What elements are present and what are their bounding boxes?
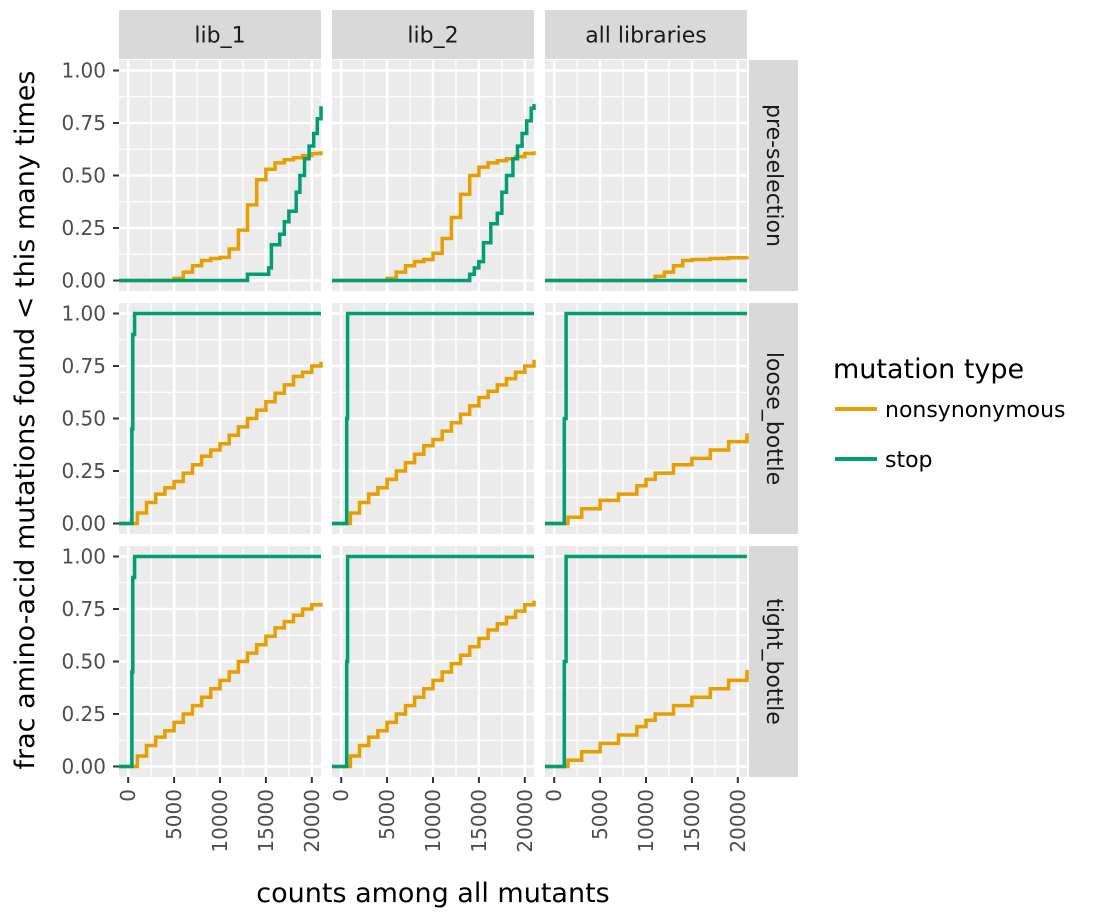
legend-label-nonsynonymous: nonsynonymous <box>885 398 1066 423</box>
y-tick-label: 0.75 <box>61 111 106 135</box>
y-tick-label: 0.00 <box>61 755 106 779</box>
x-tick-label: 15000 <box>467 789 491 853</box>
panel-loose-bottle-lib-1 <box>119 303 323 534</box>
y-tick-label: 0.25 <box>61 702 106 726</box>
x-tick-label: 0 <box>542 789 566 802</box>
panel-loose-bottle-all-libraries <box>545 303 749 534</box>
x-tick-label: 20000 <box>513 789 537 853</box>
strip-row-pre-selection <box>749 60 798 291</box>
series-stop <box>545 311 747 526</box>
y-tick-label: 0.00 <box>61 512 106 536</box>
series-nonsynonymous <box>545 433 749 526</box>
x-tick-label: 0 <box>116 789 140 802</box>
y-tick-label: 1.00 <box>61 302 106 326</box>
series-nonsynonymous <box>332 600 536 769</box>
x-tick-label: 10000 <box>421 789 445 853</box>
series-stop <box>119 311 321 526</box>
legend-title: mutation type <box>833 354 1024 385</box>
x-tick-label: 15000 <box>680 789 704 853</box>
panel-pre-selection-lib-1 <box>119 60 323 291</box>
y-axis-title: frac amino-acid mutations found < this m… <box>10 71 41 770</box>
y-tick-label: 0.50 <box>61 407 106 431</box>
strip-col-lib-2 <box>332 10 534 59</box>
strip-col-all-libraries <box>545 10 747 59</box>
strip-row-label: tight_bottle <box>761 598 786 725</box>
x-axis-title: counts among all mutants <box>256 878 609 909</box>
series-stop <box>119 554 321 769</box>
strip-row-label: loose_bottle <box>761 352 786 485</box>
panel-tight-bottle-lib-1 <box>119 546 323 777</box>
strip-row-tight-bottle <box>749 546 798 777</box>
series-nonsynonymous <box>545 669 749 769</box>
y-tick-label: 0.50 <box>61 164 106 188</box>
panel-pre-selection-all-libraries <box>545 60 749 291</box>
legend-label-stop: stop <box>885 448 933 473</box>
series-stop <box>119 106 323 283</box>
y-tick-label: 0.25 <box>61 216 106 240</box>
y-tick-label: 0.25 <box>61 459 106 483</box>
x-tick-label: 10000 <box>208 789 232 853</box>
x-tick-label: 5000 <box>375 789 399 840</box>
y-tick-label: 0.75 <box>61 597 106 621</box>
x-tick-label: 15000 <box>254 789 278 853</box>
y-tick-label: 0.75 <box>61 354 106 378</box>
x-tick-label: 0 <box>329 789 353 802</box>
y-tick-label: 1.00 <box>61 59 106 83</box>
strip-col-lib-1 <box>119 10 321 59</box>
series-nonsynonymous <box>119 602 323 769</box>
x-tick-label: 20000 <box>726 789 750 853</box>
series-nonsynonymous <box>119 361 323 526</box>
legend: mutation type nonsynonymous stop <box>833 354 1066 473</box>
series-nonsynonymous <box>119 151 323 283</box>
x-tick-label: 20000 <box>300 789 324 853</box>
strip-row-label: pre-selection <box>761 104 786 247</box>
x-tick-label: 5000 <box>588 789 612 840</box>
y-tick-label: 0.50 <box>61 650 106 674</box>
series-nonsynonymous <box>332 359 536 526</box>
panel-tight-bottle-lib-2 <box>332 546 536 777</box>
panel-loose-bottle-lib-2 <box>332 303 536 534</box>
series-nonsynonymous <box>332 151 536 283</box>
strip-col-label: lib_2 <box>407 24 458 49</box>
strip-col-label: all libraries <box>585 24 707 49</box>
y-tick-label: 0.00 <box>61 269 106 293</box>
strip-row-loose-bottle <box>749 303 798 534</box>
x-tick-label: 10000 <box>634 789 658 853</box>
x-tick-label: 5000 <box>162 789 186 840</box>
series-stop <box>332 104 536 283</box>
panel-tight-bottle-all-libraries <box>545 546 749 777</box>
y-tick-label: 1.00 <box>61 545 106 569</box>
series-stop <box>332 554 534 769</box>
series-nonsynonymous <box>545 256 749 283</box>
strip-col-label: lib_1 <box>194 24 245 49</box>
series-stop <box>332 311 534 526</box>
panel-pre-selection-lib-2 <box>332 60 536 291</box>
series-stop <box>545 554 747 769</box>
